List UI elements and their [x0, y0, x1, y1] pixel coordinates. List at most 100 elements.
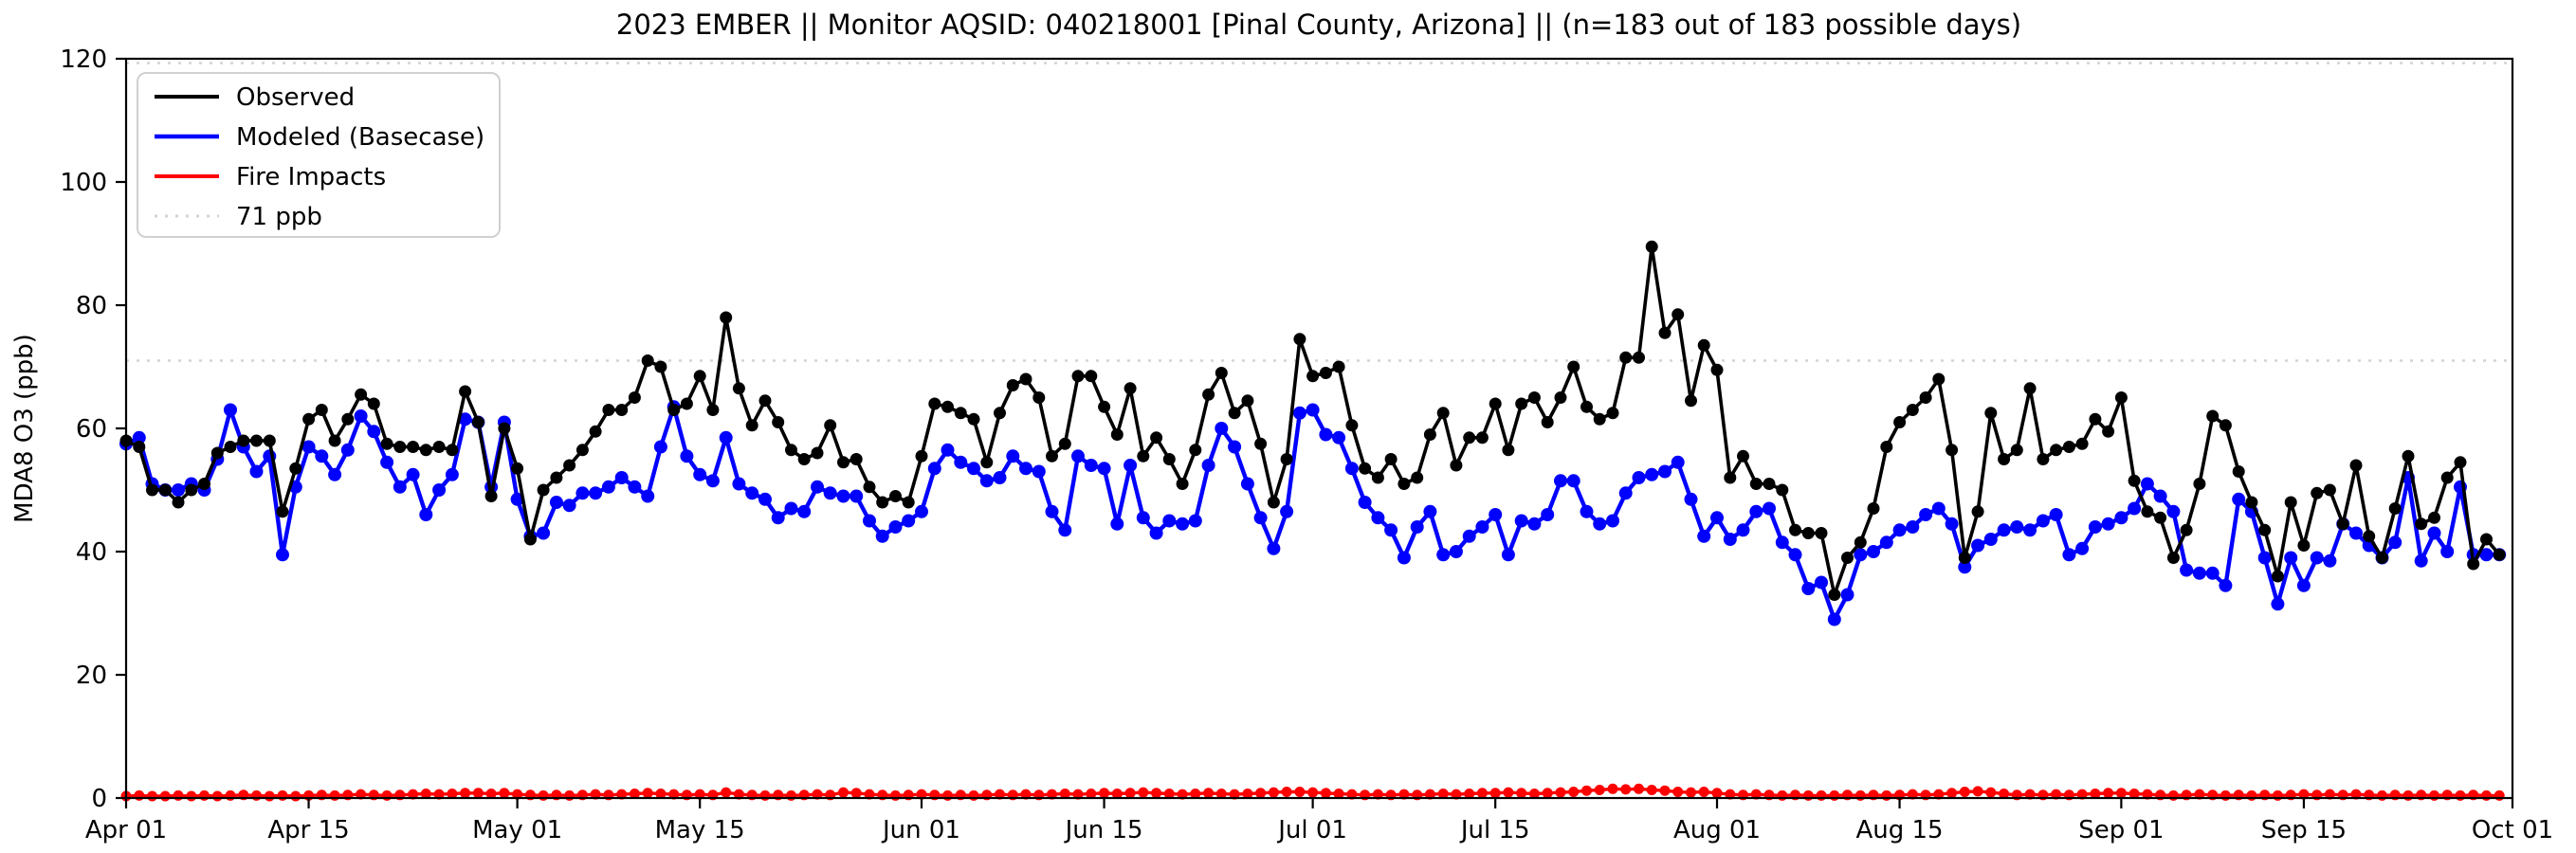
legend: Observed Modeled (Basecase) Fire Impacts… — [137, 72, 501, 238]
x-tick-label: Oct 01 — [2472, 816, 2553, 844]
data-point — [1242, 789, 1253, 799]
data-point — [1841, 552, 1854, 564]
data-point — [875, 529, 889, 543]
data-point — [641, 489, 655, 503]
data-point — [1541, 416, 1554, 428]
data-point — [1802, 789, 1814, 801]
data-point — [1737, 449, 1749, 463]
data-point — [1149, 526, 1163, 540]
data-point — [1099, 788, 1110, 799]
data-point — [1320, 788, 1331, 799]
data-point — [328, 467, 342, 481]
data-point — [1998, 453, 2011, 465]
data-point — [381, 789, 393, 801]
data-point — [1307, 787, 1319, 798]
y-tick-label: 60 — [76, 415, 107, 444]
data-point — [1763, 501, 1776, 516]
data-point — [2494, 789, 2505, 801]
data-point — [1190, 789, 1201, 799]
data-point — [2324, 789, 2335, 800]
data-point — [2323, 554, 2337, 568]
data-point — [942, 789, 953, 801]
data-point — [2153, 489, 2167, 503]
data-point — [890, 789, 901, 801]
data-point — [549, 496, 563, 509]
data-point — [264, 790, 275, 802]
data-point — [668, 789, 680, 800]
data-point — [1985, 787, 1997, 798]
data-point — [1203, 788, 1215, 799]
data-point — [2493, 548, 2506, 561]
data-point — [2415, 517, 2428, 531]
data-point — [537, 526, 551, 540]
data-point — [2050, 444, 2063, 457]
data-point — [2388, 535, 2402, 550]
data-point — [1319, 367, 1332, 379]
data-point — [1606, 407, 1619, 420]
x-tick-label: Aug 15 — [1855, 816, 1943, 844]
data-point — [667, 404, 681, 416]
data-point — [1815, 527, 1828, 539]
data-point — [2037, 453, 2050, 465]
data-point — [1058, 523, 1072, 537]
data-point — [864, 789, 875, 800]
data-point — [838, 787, 849, 798]
data-point — [1829, 789, 1840, 801]
data-point — [1567, 360, 1580, 373]
x-tick-label: Sep 15 — [2261, 816, 2347, 844]
data-point — [1229, 789, 1240, 800]
data-point — [863, 481, 876, 494]
data-point — [1176, 517, 1190, 531]
legend-observed-label: Observed — [236, 83, 355, 112]
data-point — [1215, 422, 1229, 435]
data-point — [2141, 505, 2154, 518]
x-tick-label: Jul 01 — [1276, 816, 1347, 844]
data-point — [2311, 486, 2324, 499]
data-point — [1424, 789, 1435, 800]
legend-box — [137, 72, 501, 238]
data-point — [1253, 511, 1268, 525]
data-point — [1202, 388, 1215, 401]
data-point — [1658, 326, 1672, 339]
data-point — [1045, 504, 1059, 518]
data-point — [2349, 459, 2363, 472]
data-point — [575, 444, 589, 457]
data-point — [954, 407, 967, 420]
data-point — [302, 412, 316, 426]
data-point — [2180, 523, 2193, 536]
data-point — [499, 788, 510, 799]
data-point — [393, 480, 407, 494]
data-point — [1306, 370, 1320, 383]
data-point — [1501, 548, 1515, 562]
data-point — [2102, 425, 2115, 438]
data-point — [1437, 789, 1449, 799]
data-point — [1983, 533, 1998, 546]
data-point — [2075, 541, 2090, 555]
data-point — [2284, 551, 2298, 565]
chart-title: 2023 EMBER || Monitor AQSID: 040218001 [… — [616, 9, 2021, 41]
data-point — [1828, 589, 1841, 601]
data-point — [1632, 471, 1646, 484]
data-point — [889, 490, 902, 502]
x-tick-label: Apr 01 — [85, 816, 167, 844]
data-point — [249, 464, 264, 479]
data-point — [132, 430, 146, 445]
data-point — [1541, 508, 1555, 521]
data-point — [705, 474, 720, 488]
data-point — [407, 441, 420, 453]
data-point — [995, 789, 1005, 800]
data-point — [445, 467, 459, 481]
data-point — [2101, 517, 2115, 531]
data-point — [1319, 427, 1333, 442]
data-point — [785, 444, 797, 457]
data-point — [133, 441, 146, 453]
data-point — [1881, 789, 1892, 801]
data-point — [1593, 412, 1606, 426]
data-point — [1618, 486, 1633, 500]
data-point — [2166, 552, 2180, 564]
data-point — [315, 449, 329, 463]
data-point — [680, 449, 694, 463]
data-point — [1384, 523, 1398, 537]
data-point — [1463, 431, 1476, 445]
